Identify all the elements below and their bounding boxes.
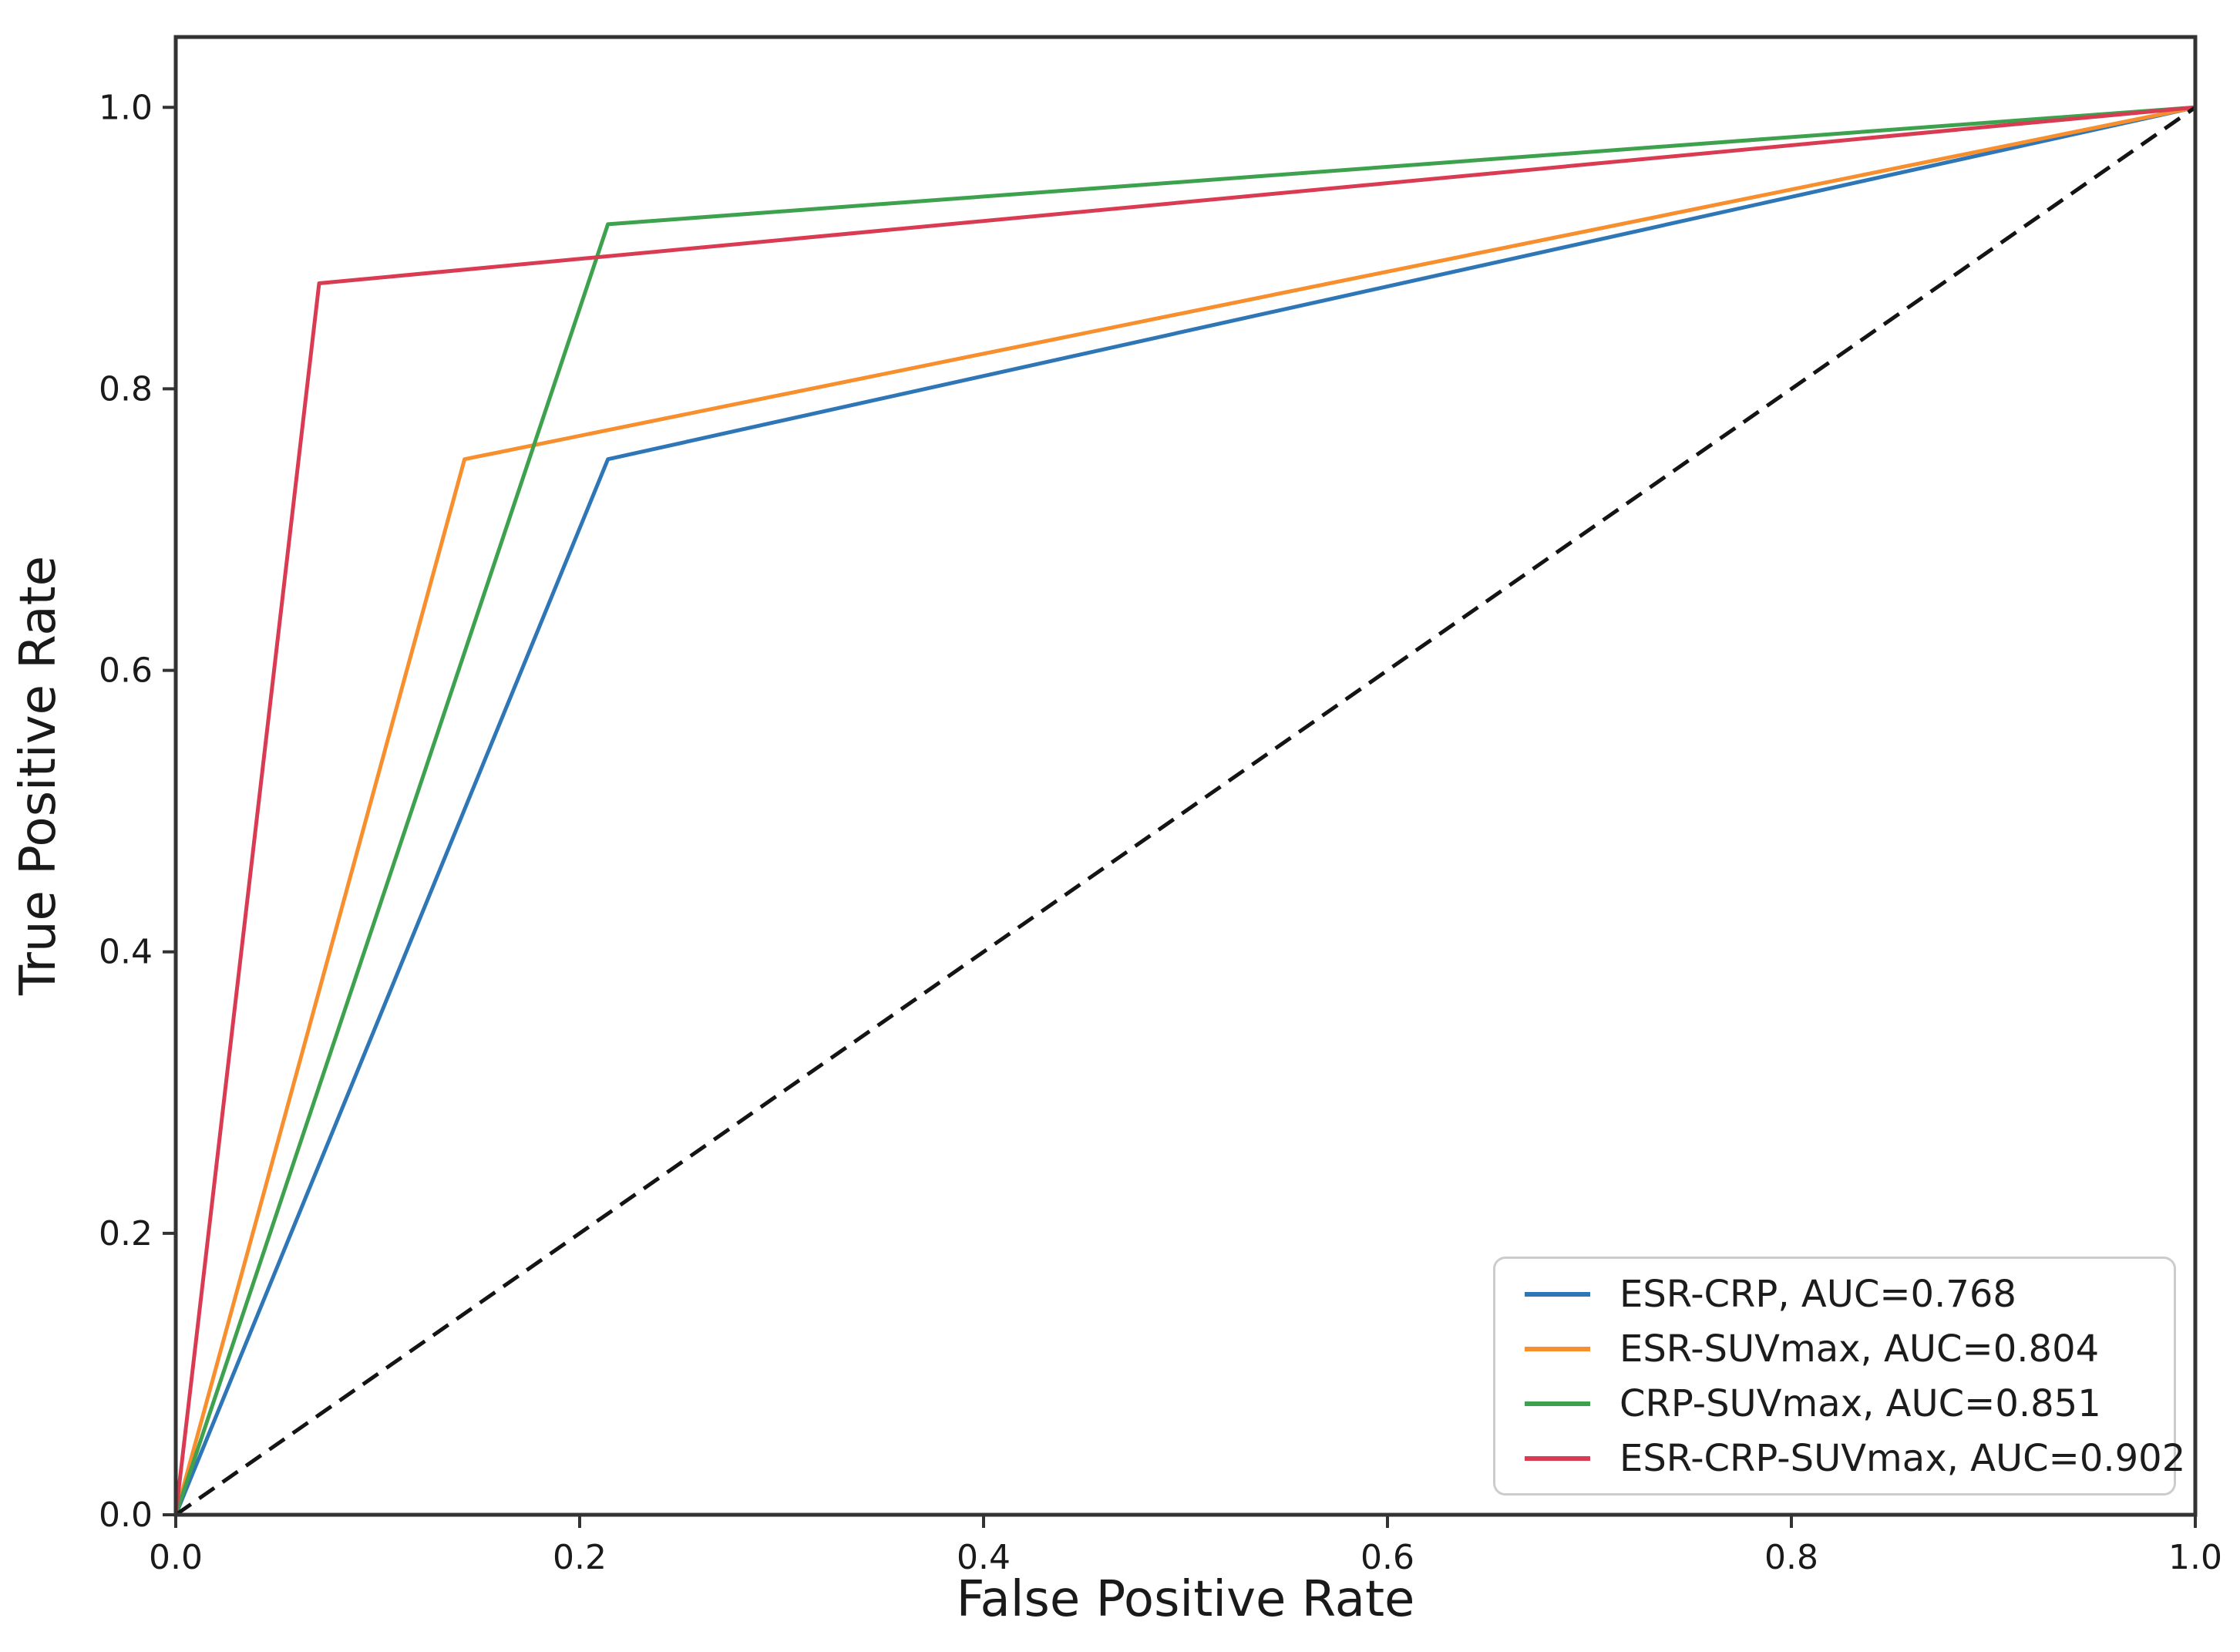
legend-label: ESR-SUVmax, AUC=0.804 (1619, 1327, 2100, 1371)
legend-label: ESR-CRP, AUC=0.768 (1619, 1272, 2016, 1316)
x-tick-label: 0.6 (1360, 1538, 1414, 1577)
y-tick-label: 0.0 (99, 1496, 153, 1535)
y-tick-label: 0.6 (99, 651, 153, 691)
roc-curve-esr-crp-suvmax (173, 105, 2198, 1517)
x-tick-label: 0.8 (1764, 1538, 1818, 1577)
roc-curve-esr-crp (173, 105, 2198, 1517)
x-tick-label: 1.0 (2168, 1538, 2222, 1577)
roc-curve-esr-suvmax (173, 105, 2198, 1517)
x-axis-label: False Positive Rate (956, 1571, 1415, 1628)
y-tick-label: 0.8 (99, 369, 153, 409)
y-tick-label: 0.2 (99, 1214, 153, 1253)
y-tick-label: 0.4 (99, 933, 153, 972)
x-tick-label: 0.0 (149, 1538, 203, 1577)
legend-item: ESR-CRP-SUVmax, AUC=0.902 (1495, 1437, 2185, 1480)
legend-label: ESR-CRP-SUVmax, AUC=0.902 (1619, 1436, 2186, 1480)
legend-swatch-orange (1525, 1346, 1590, 1351)
chance-diagonal-line (174, 106, 2197, 1517)
legend-label: CRP-SUVmax, AUC=0.851 (1619, 1381, 2101, 1425)
plot-frame (173, 35, 2198, 1517)
y-tick-label: 1.0 (99, 88, 153, 127)
legend-item: ESR-SUVmax, AUC=0.804 (1495, 1327, 2174, 1371)
roc-curve-crp-suvmax (173, 105, 2198, 1517)
legend-item: ESR-CRP, AUC=0.768 (1495, 1273, 2174, 1316)
legend-swatch-blue (1525, 1291, 1590, 1297)
x-tick-label: 0.2 (553, 1538, 607, 1577)
legend-item: CRP-SUVmax, AUC=0.851 (1495, 1382, 2174, 1425)
legend-swatch-green (1525, 1401, 1590, 1406)
legend-swatch-red (1525, 1455, 1590, 1461)
y-axis-label: True Positive Rate (10, 555, 67, 996)
legend: ESR-CRP, AUC=0.768 ESR-SUVmax, AUC=0.804… (1493, 1257, 2185, 1496)
x-tick-label: 0.4 (957, 1538, 1011, 1577)
